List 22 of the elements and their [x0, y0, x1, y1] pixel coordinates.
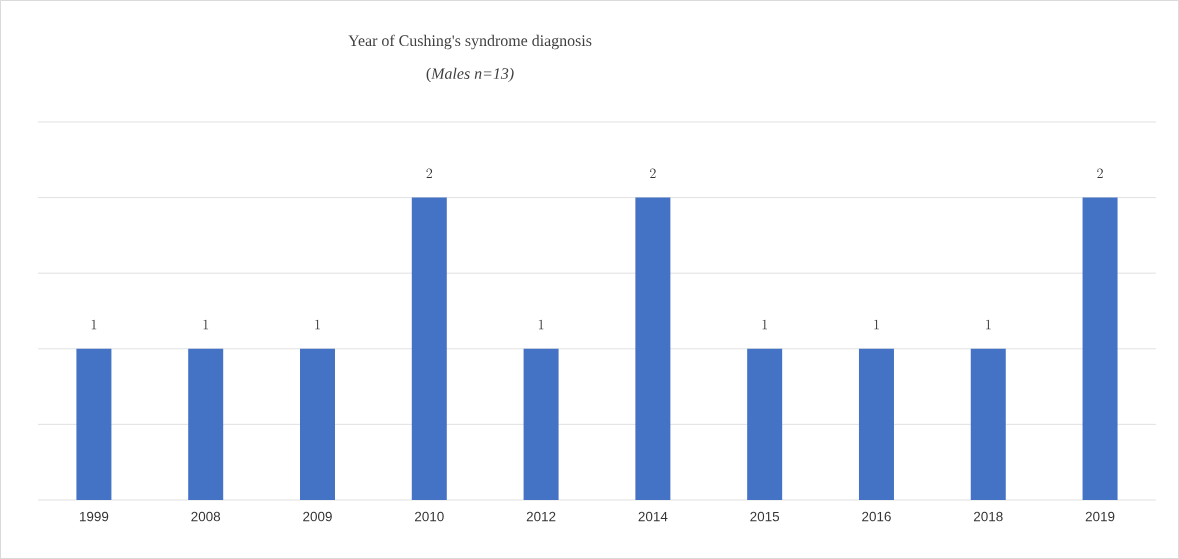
chart-title: Year of Cushing's syndrome diagnosis: [348, 34, 592, 50]
data-label: 2: [650, 168, 656, 179]
data-label: 1: [203, 319, 209, 330]
chart-subtitle: (Males n=13): [426, 67, 514, 83]
x-tick-label: 2016: [862, 511, 891, 522]
data-label: 1: [762, 319, 768, 330]
x-tick-label: 2015: [750, 511, 780, 522]
data-label: 1: [91, 319, 97, 330]
x-tick-label: 2019: [1085, 511, 1115, 522]
data-label: 1: [874, 319, 879, 330]
x-tick-label: 2009: [303, 511, 332, 522]
x-tick-label: 2012: [526, 511, 556, 522]
x-tick-label: 2014: [638, 511, 668, 522]
x-tick-label: 2010: [415, 511, 444, 522]
x-tick-label: 2008: [191, 511, 221, 522]
data-label: 2: [426, 168, 433, 179]
x-tick-label: 2018: [973, 511, 1003, 522]
x-tick-label: 1999: [79, 511, 109, 522]
data-label: 1: [986, 319, 991, 330]
data-label: 1: [538, 319, 544, 330]
data-label: 2: [1097, 168, 1103, 179]
data-label: 1: [315, 319, 320, 330]
